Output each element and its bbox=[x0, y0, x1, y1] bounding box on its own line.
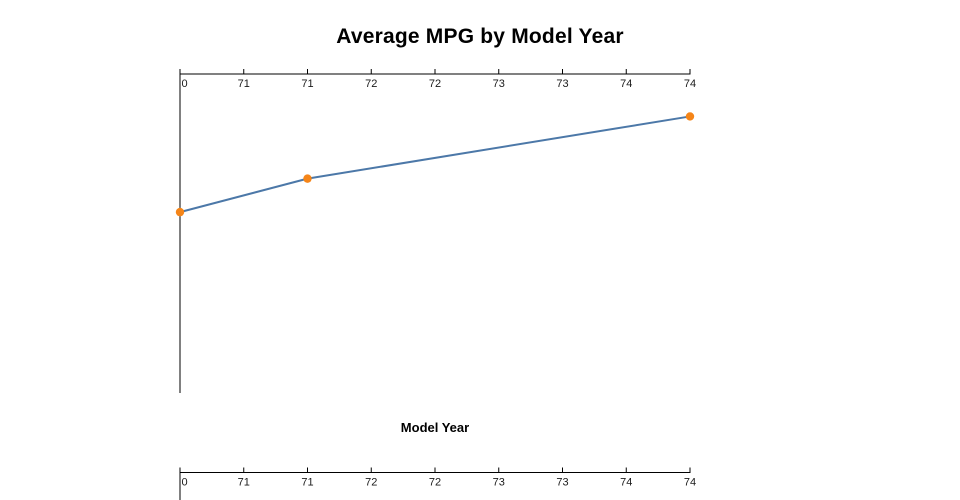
x-axis-tick-label: 73 bbox=[556, 477, 568, 489]
x-axis-tick-label: 71 bbox=[301, 78, 313, 90]
x-axis-tick-label: 74 bbox=[620, 78, 632, 90]
x-axis-tick-label: 73 bbox=[493, 477, 505, 489]
x-axis-tick-label: 0 bbox=[182, 78, 188, 90]
x-axis-tick-label: 71 bbox=[238, 477, 250, 489]
x-axis-tick-label: 71 bbox=[301, 477, 313, 489]
x-axis-tick-label: 73 bbox=[493, 78, 505, 90]
series-line bbox=[179, 115, 691, 214]
chart-title: Average MPG by Model Year bbox=[336, 25, 624, 48]
data-point bbox=[175, 207, 185, 217]
data-point bbox=[303, 174, 312, 183]
data-point bbox=[685, 112, 695, 121]
x-axis-tick-label: 72 bbox=[365, 477, 377, 489]
x-axis-tick-label: 74 bbox=[620, 477, 632, 489]
x-axis-title: Model Year bbox=[400, 420, 470, 435]
x-axis-tick-label: 72 bbox=[429, 78, 441, 90]
x-axis-tick-label: 72 bbox=[429, 477, 441, 489]
x-axis-tick-label: 71 bbox=[238, 78, 250, 90]
x-axis-tick-label: 72 bbox=[365, 78, 377, 90]
x-axis-tick-label: 74 bbox=[684, 78, 696, 90]
x-axis-tick-label: 74 bbox=[684, 477, 696, 489]
x-axis-tick-label: 73 bbox=[556, 78, 568, 90]
x-axis-tick-label: 0 bbox=[182, 477, 188, 489]
